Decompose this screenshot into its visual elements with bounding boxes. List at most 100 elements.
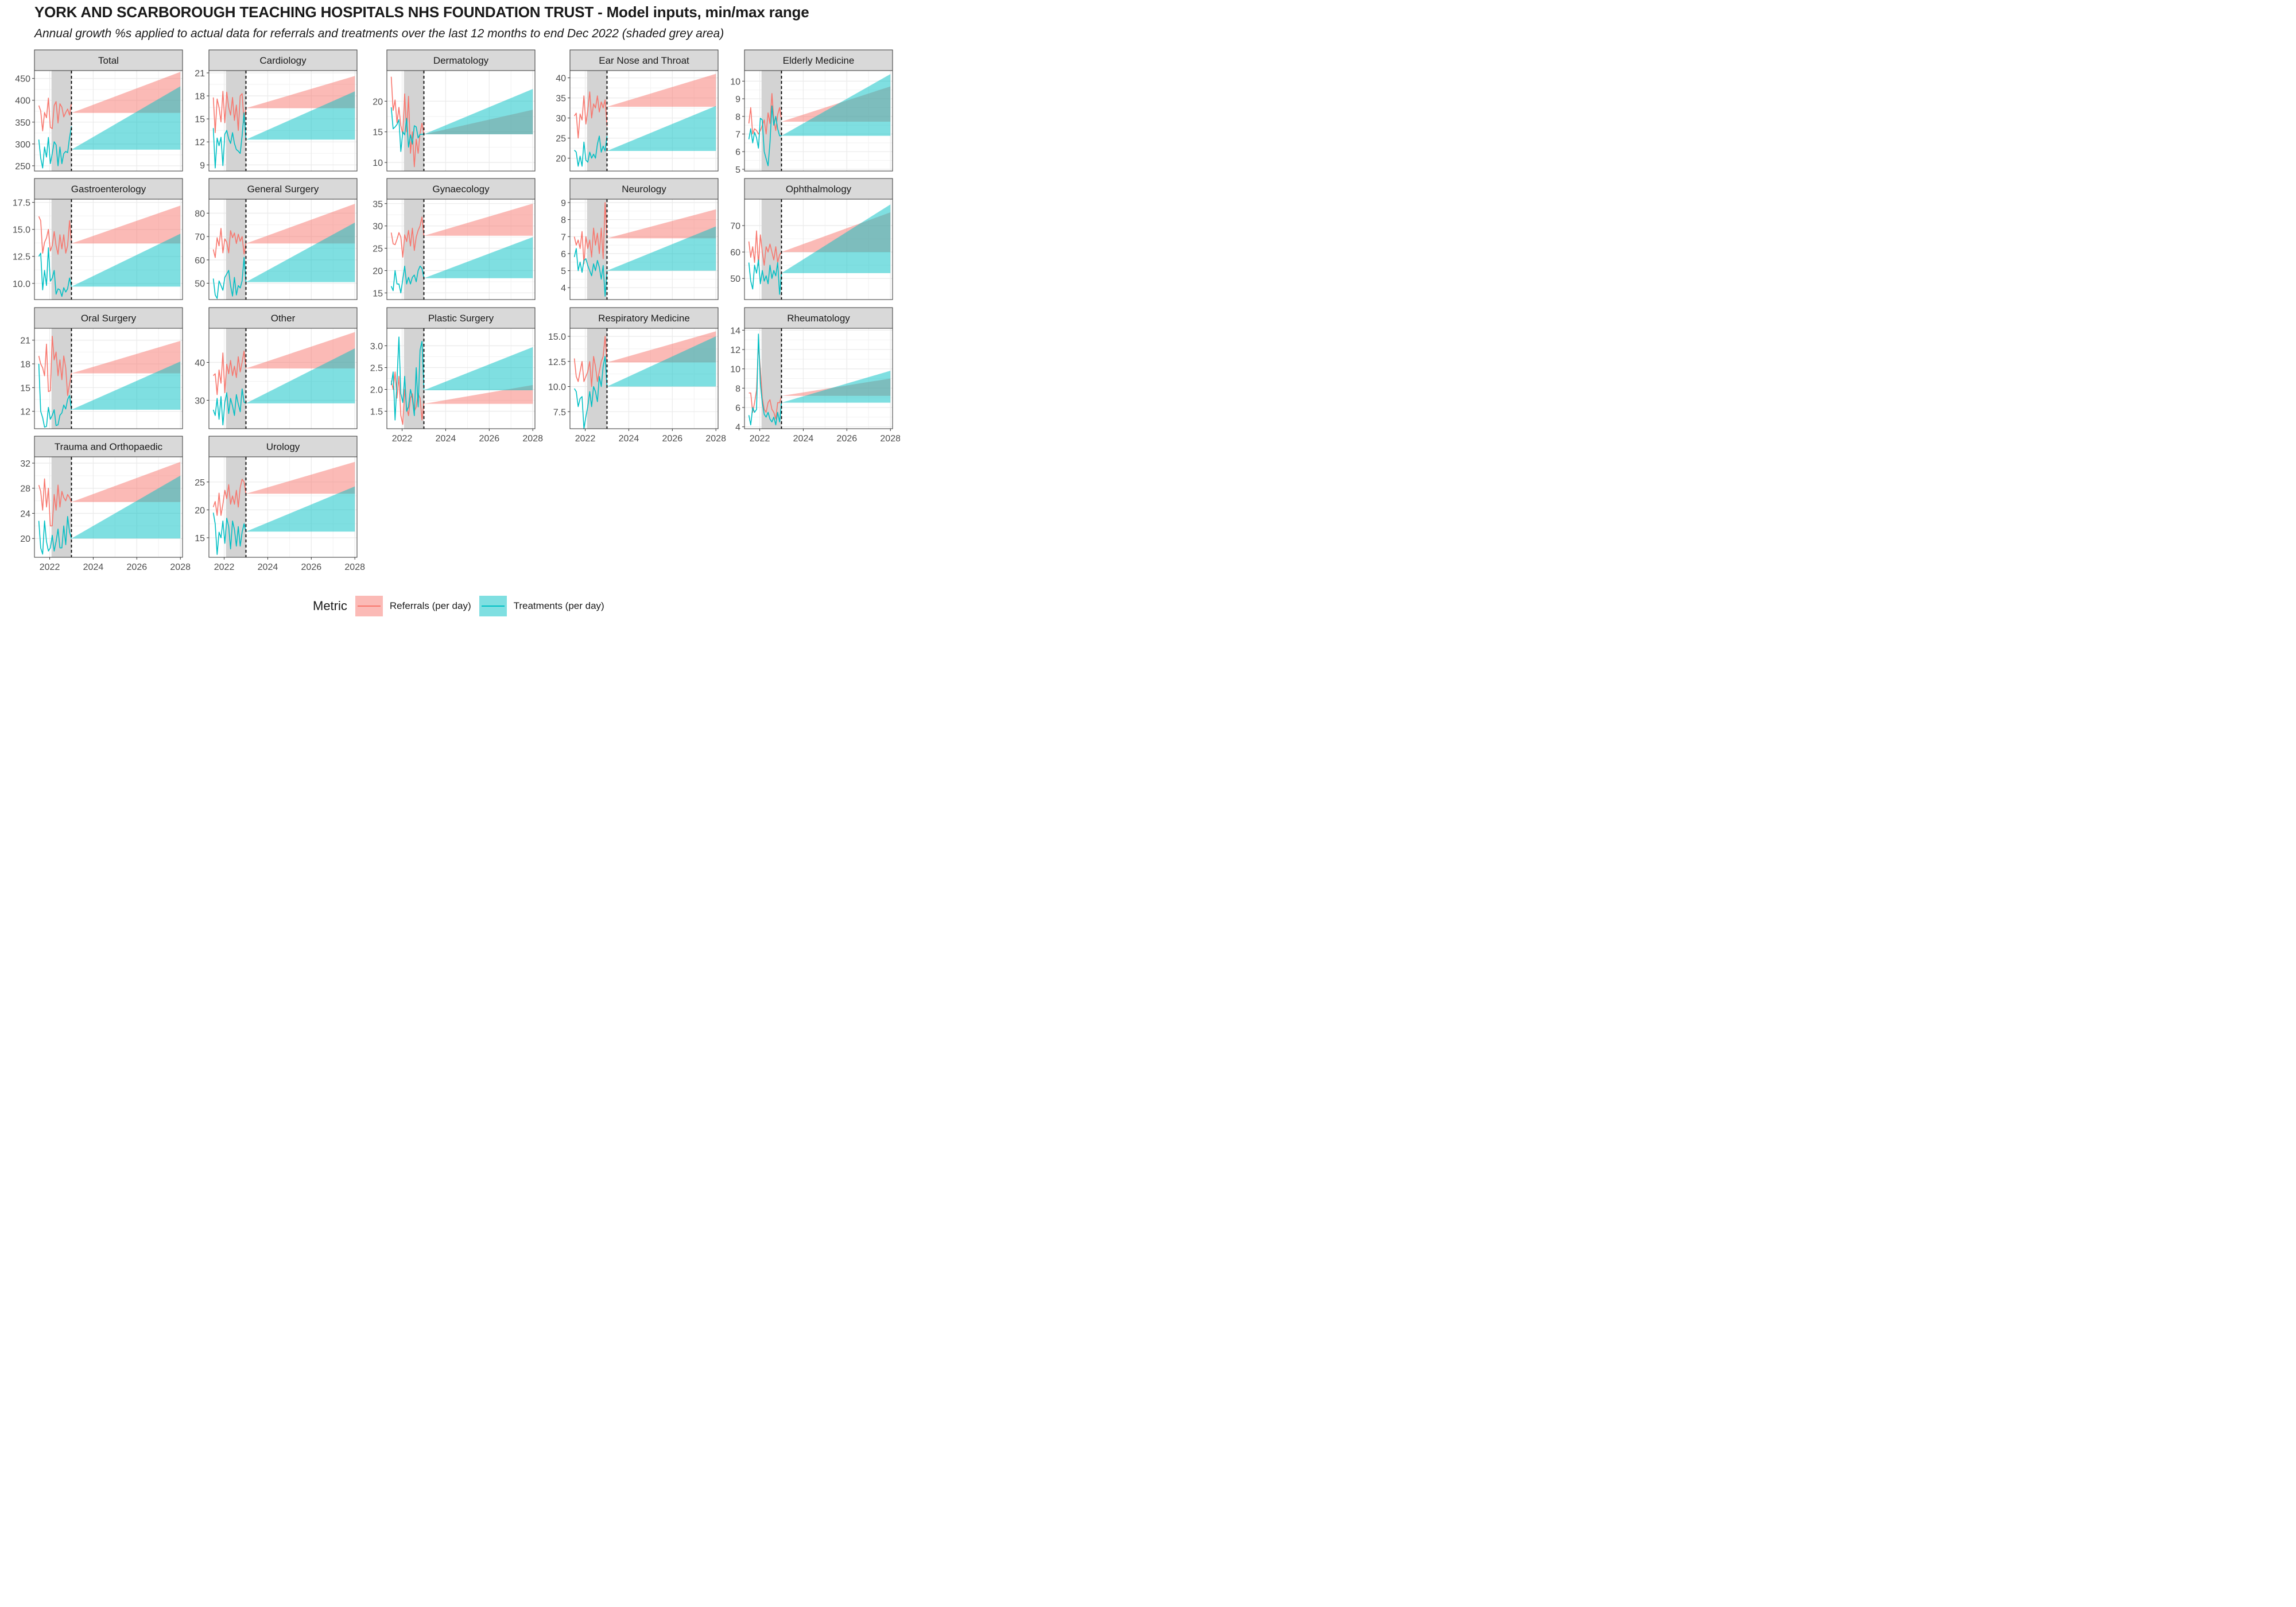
line-referrals-per-day xyxy=(38,216,72,255)
y-tick-label: 80 xyxy=(195,209,205,219)
y-tick-label: 60 xyxy=(730,248,740,258)
x-tick-label: 2024 xyxy=(619,434,639,444)
x-tick-label: 2022 xyxy=(392,434,413,444)
line-referrals-per-day xyxy=(748,93,782,135)
panel-border xyxy=(569,328,719,429)
strip-label: Ophthalmology xyxy=(786,184,852,195)
y-tick-label: 14 xyxy=(730,326,740,336)
panel-border xyxy=(386,328,536,429)
panel-general-surgery: General Surgery 50 60 70 80 xyxy=(195,178,358,300)
x-tick-label: 2024 xyxy=(793,434,814,444)
y-tick-label: 15 xyxy=(195,534,205,544)
strip-rheumatology xyxy=(744,307,893,329)
panel-border xyxy=(386,199,536,300)
panel-total: Total 250 300 350 400 450 xyxy=(15,49,183,172)
line-treatments-per-day xyxy=(748,259,782,295)
line-referrals-per-day xyxy=(38,336,72,396)
y-tick-label: 9 xyxy=(200,161,205,170)
y-tick-label: 17.5 xyxy=(13,199,30,208)
panel-gynaecology: Gynaecology 15 20 25 30 35 xyxy=(373,178,536,300)
y-tick-label: 10.0 xyxy=(13,280,30,289)
band-referrals-per-day xyxy=(424,203,533,236)
y-tick-label: 9 xyxy=(561,199,566,208)
panel-border xyxy=(34,70,183,172)
line-referrals-per-day xyxy=(212,228,247,258)
band-referrals-per-day xyxy=(246,332,355,368)
x-tick-label: 2026 xyxy=(301,562,322,572)
y-tick-label: 20 xyxy=(20,534,30,544)
panel-border xyxy=(208,456,358,558)
strip-label: General Surgery xyxy=(247,184,319,195)
y-tick-label: 5 xyxy=(735,165,740,175)
y-tick-label: 20 xyxy=(195,506,205,515)
band-treatments-per-day xyxy=(71,361,181,410)
y-tick-label: 25 xyxy=(556,134,566,144)
panel-border xyxy=(744,328,893,429)
band-referrals-per-day xyxy=(246,76,355,108)
strip-label: Oral Surgery xyxy=(81,313,137,324)
line-referrals-per-day xyxy=(212,479,247,516)
y-tick-label: 6 xyxy=(735,403,740,413)
strip-cardiology xyxy=(208,49,358,71)
y-tick-label: 6 xyxy=(561,250,566,259)
x-tick-label: 2028 xyxy=(880,434,900,444)
strip-respiratory-medicine xyxy=(569,307,719,329)
strip-label: Cardiology xyxy=(259,55,307,66)
y-tick-label: 60 xyxy=(195,256,205,266)
shaded-period xyxy=(51,71,72,171)
band-treatments-per-day xyxy=(607,336,716,387)
legend-label-referrals: Referrals (per day) xyxy=(389,600,471,611)
strip-label: Ear Nose and Throat xyxy=(599,55,689,66)
strip-label: Gynaecology xyxy=(432,184,490,195)
y-tick-label: 8 xyxy=(561,216,566,226)
line-treatments-per-day xyxy=(573,248,608,297)
x-tick-label: 2026 xyxy=(837,434,858,444)
y-tick-label: 15.0 xyxy=(548,332,566,342)
panel-border xyxy=(34,199,183,300)
panel-border xyxy=(208,70,358,172)
band-treatments-per-day xyxy=(71,86,181,150)
panel-neurology: Neurology 4 5 6 7 8 9 xyxy=(561,178,719,300)
y-tick-label: 4 xyxy=(561,284,566,293)
line-referrals-per-day xyxy=(213,350,247,395)
y-tick-label: 350 xyxy=(15,118,30,128)
y-tick-label: 70 xyxy=(195,232,205,242)
panel-border xyxy=(208,328,358,429)
strip-label: Urology xyxy=(266,441,300,452)
y-tick-label: 8 xyxy=(735,112,740,122)
band-treatments-per-day xyxy=(246,348,355,403)
band-referrals-per-day xyxy=(607,73,716,107)
band-referrals-per-day xyxy=(246,461,355,494)
y-tick-label: 12 xyxy=(730,346,740,355)
panel-ear-nose-and-throat: Ear Nose and Throat 20 25 30 35 40 xyxy=(556,49,719,172)
panel-gastroenterology: Gastroenterology 10.0 12.5 15.0 17.5 xyxy=(13,178,183,300)
panel-other: Other 30 40 xyxy=(195,307,358,429)
shaded-period xyxy=(761,328,782,429)
panel-cardiology: Cardiology 9 12 15 18 21 xyxy=(195,49,358,172)
x-tick-label: 2026 xyxy=(479,434,500,444)
panel-border xyxy=(744,199,893,300)
line-referrals-per-day xyxy=(573,202,608,265)
line-treatments-per-day xyxy=(748,105,782,166)
strip-label: Total xyxy=(98,55,119,66)
line-treatments-per-day xyxy=(390,336,425,421)
strip-label: Elderly Medicine xyxy=(783,55,855,66)
y-tick-label: 50 xyxy=(730,274,740,284)
strip-dermatology xyxy=(386,49,536,71)
strip-label: Respiratory Medicine xyxy=(598,313,690,324)
band-treatments-per-day xyxy=(781,371,891,403)
line-treatments-per-day xyxy=(390,265,425,294)
panel-rheumatology: Rheumatology 4 6 8 10 12 14 2022 2024 2026 2028 xyxy=(730,307,900,444)
y-tick-label: 21 xyxy=(20,336,30,346)
y-tick-label: 70 xyxy=(730,222,740,231)
line-referrals-per-day xyxy=(38,98,72,131)
strip-oral-surgery xyxy=(34,307,183,329)
y-tick-label: 15 xyxy=(195,115,205,125)
legend-key-treatments xyxy=(479,596,507,616)
panel-dermatology: Dermatology 10 15 20 xyxy=(373,49,536,172)
y-tick-label: 28 xyxy=(20,484,30,494)
band-treatments-per-day xyxy=(781,74,891,136)
line-referrals-per-day xyxy=(38,478,72,527)
chart-title: YORK AND SCARBOROUGH TEACHING HOSPITALS … xyxy=(34,3,809,21)
